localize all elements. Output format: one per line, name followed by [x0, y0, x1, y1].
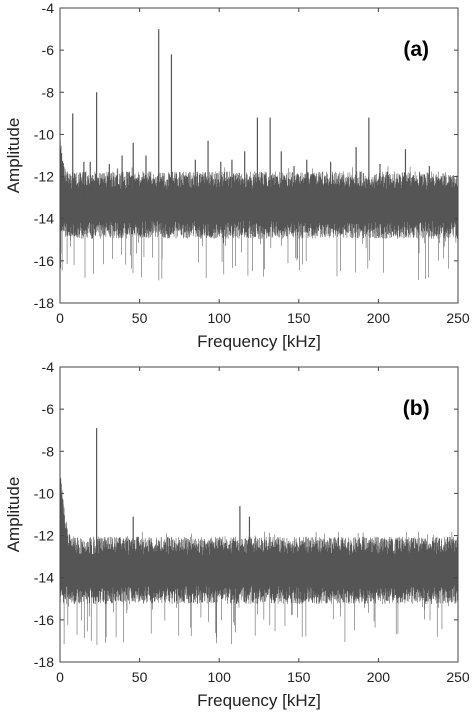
x-tick-labels-b: 0 50 100 150 200 250 [56, 669, 470, 685]
x-tick-label: 100 [208, 669, 232, 685]
spectrum-trace-a [59, 29, 459, 281]
y-tick-label: -6 [42, 42, 55, 58]
x-tick-label: 50 [132, 310, 148, 326]
tick-marks-b [59, 366, 459, 663]
y-tick-labels-b: -4 -6 -8 -10 -12 -14 -16 -18 [34, 359, 54, 670]
x-tick-label: 0 [56, 669, 64, 685]
noise-floor-trace [59, 477, 459, 646]
x-tick-label: 250 [446, 669, 470, 685]
y-tick-label: -18 [34, 295, 54, 311]
x-axis-label-b: Frequency [kHz] [197, 691, 321, 710]
x-tick-label: 150 [287, 669, 311, 685]
y-tick-labels-a: -4 -6 -8 -10 -12 -14 -16 -18 [34, 0, 54, 311]
y-tick-label: -10 [34, 485, 54, 501]
y-tick-label: -12 [34, 528, 54, 544]
y-tick-label: -8 [42, 84, 55, 100]
y-tick-label: -14 [34, 211, 54, 227]
y-tick-label: -10 [34, 126, 54, 142]
plot-frame-a [59, 7, 459, 304]
x-tick-labels-a: 0 50 100 150 200 250 [56, 310, 470, 326]
y-axis-label-a: Amplitude [4, 118, 23, 194]
x-tick-label: 0 [56, 310, 64, 326]
tick-marks-a [59, 7, 459, 304]
y-tick-label: -4 [42, 0, 55, 16]
x-tick-label: 250 [446, 310, 470, 326]
y-tick-label: -4 [42, 359, 55, 375]
y-tick-label: -18 [34, 654, 54, 670]
x-tick-label: 100 [208, 310, 232, 326]
panel-label-a: (a) [403, 38, 429, 61]
y-tick-label: -6 [42, 401, 55, 417]
y-tick-label: -14 [34, 570, 54, 586]
x-tick-label: 50 [132, 669, 148, 685]
x-axis-label-a: Frequency [kHz] [197, 332, 321, 351]
spectrum-trace-b [59, 428, 459, 646]
chart-panel-a: -4 -6 -8 -10 -12 -14 -16 -18 0 50 100 150 200 250 Fr… [4, 0, 470, 351]
plot-frame-b [59, 366, 459, 663]
y-tick-label: -8 [42, 443, 55, 459]
panel-label-b: (b) [403, 397, 430, 420]
y-tick-label: -16 [34, 612, 54, 628]
x-tick-label: 200 [367, 669, 391, 685]
y-axis-label-b: Amplitude [4, 477, 23, 553]
noise-floor-trace [59, 140, 459, 281]
chart-panel-b: -4 -6 -8 -10 -12 -14 -16 -18 0 50 100 150 200 250 Fr… [4, 359, 470, 710]
y-tick-label: -16 [34, 253, 54, 269]
x-tick-label: 200 [367, 310, 391, 326]
y-tick-label: -12 [34, 169, 54, 185]
x-tick-label: 150 [287, 310, 311, 326]
